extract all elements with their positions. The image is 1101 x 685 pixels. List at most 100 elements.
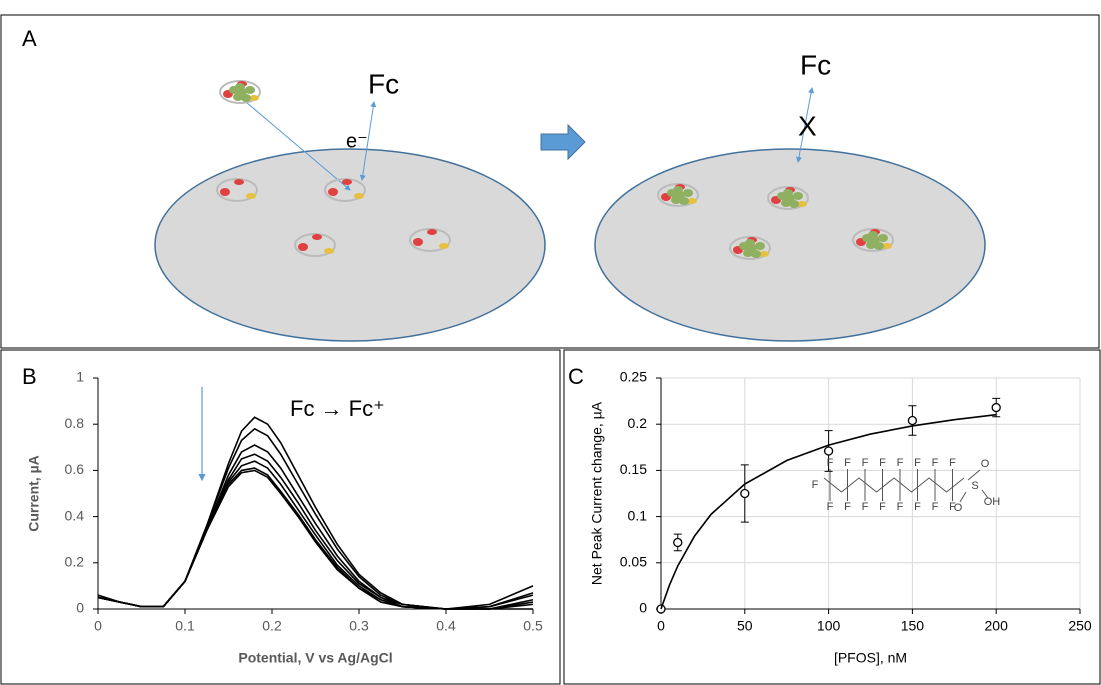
atom-label: F <box>827 501 834 513</box>
analyte <box>245 86 255 94</box>
analyte <box>789 200 799 208</box>
receptor-ring <box>852 228 894 252</box>
receptor-ring <box>767 186 809 210</box>
y-tick-label: 1 <box>76 369 84 385</box>
y-tick-label: 0.4 <box>65 507 85 523</box>
icons <box>216 80 894 260</box>
curve <box>97 444 534 610</box>
y-tick-label: 0 <box>76 600 84 616</box>
y-tick-label: 0.2 <box>65 554 85 570</box>
receptor-ring <box>657 183 699 207</box>
electrode <box>154 148 546 342</box>
atom-label: F <box>914 457 921 469</box>
process-arrow <box>540 123 586 161</box>
analyte <box>755 242 765 250</box>
data-point <box>907 415 918 426</box>
curve <box>97 427 534 610</box>
analyte <box>874 242 884 250</box>
receptor-red <box>328 188 338 196</box>
fc-label: Fc <box>368 68 399 99</box>
analyte <box>233 93 243 101</box>
analyte <box>241 94 251 102</box>
electrode <box>594 148 986 342</box>
receptor-yellow <box>246 193 256 199</box>
data-point <box>823 446 834 456</box>
x-tick-label: 200 <box>985 618 1009 634</box>
atom-label: F <box>812 479 819 491</box>
analyte <box>745 239 755 247</box>
bond <box>823 477 965 493</box>
data-point <box>740 488 750 499</box>
panel-a-frame <box>0 14 1100 349</box>
chart-title: Fc → Fc⁺ <box>290 396 385 421</box>
panel-label: C <box>568 364 584 389</box>
atom-label: O <box>954 502 963 514</box>
receptor-yellow <box>249 95 259 101</box>
analyte <box>781 199 791 207</box>
y-tick-label: 0.8 <box>65 415 85 431</box>
data-point <box>991 402 1001 413</box>
receptor-yellow <box>882 243 892 249</box>
curve <box>97 469 533 610</box>
atom-label: S <box>971 480 978 492</box>
analyte <box>751 250 761 258</box>
atom-label: F <box>844 501 851 513</box>
y-axis-label: Net Peak Current change, µA <box>589 401 605 585</box>
receptor-yellow <box>354 193 364 199</box>
analyte <box>878 234 888 242</box>
receptor-red <box>427 229 437 235</box>
y-tick-label: 0.05 <box>620 554 647 570</box>
atom-label: F <box>949 457 956 469</box>
atom-label: F <box>862 457 869 469</box>
x-tick-label: 0 <box>657 618 665 634</box>
fc-label: Fc <box>800 49 831 80</box>
x-tick-label: 50 <box>737 618 753 634</box>
atom-label: F <box>879 501 886 513</box>
atom-label: F <box>827 457 834 469</box>
receptor-yellow <box>687 198 697 204</box>
x-tick-label: 0 <box>94 618 102 634</box>
receptor-red <box>220 188 230 196</box>
x-tick-label: 0.2 <box>262 618 282 634</box>
receptor-red <box>312 234 322 240</box>
bond <box>959 469 989 503</box>
y-tick-label: 0.25 <box>620 369 647 385</box>
panel-label: A <box>22 26 37 51</box>
receptor-ring <box>729 236 771 260</box>
x-tick-label: 100 <box>817 618 841 634</box>
y-tick-label: 0.15 <box>620 461 647 477</box>
x-tick-label: 0.4 <box>436 618 456 634</box>
receptor-yellow <box>797 201 807 207</box>
x-tick-label: 0.5 <box>523 618 543 634</box>
receptor-yellow <box>759 251 769 257</box>
curve <box>97 467 534 610</box>
x-tick-label: 150 <box>901 618 925 634</box>
receptor-red <box>342 179 352 185</box>
x-axis-label: Potential, V vs Ag/AgCl <box>238 650 392 666</box>
receptor-ring <box>219 80 261 104</box>
atom-label: OH <box>984 496 1001 508</box>
blocked-label: X <box>798 110 817 141</box>
data-point <box>673 537 683 548</box>
atom-label: F <box>932 457 939 469</box>
atom-label: F <box>897 501 904 513</box>
atom-label: F <box>879 457 886 469</box>
panel-b-frame <box>0 349 561 685</box>
receptor-ring <box>409 228 451 252</box>
x-tick-label: 0.1 <box>175 618 195 634</box>
receptor-ring <box>324 178 366 202</box>
atom-label: F <box>862 501 869 513</box>
curve <box>97 453 534 610</box>
analyte <box>673 186 683 194</box>
atom-label: F <box>949 501 956 513</box>
y-tick-label: 0.2 <box>628 415 648 431</box>
arrow <box>795 87 815 163</box>
atom-label: O <box>981 458 990 470</box>
atom-label: F <box>897 457 904 469</box>
atom-label: F <box>914 501 921 513</box>
analyte <box>866 241 876 249</box>
y-tick-label: 0.6 <box>65 461 85 477</box>
receptor-yellow <box>439 243 449 249</box>
receptor-red <box>413 238 423 246</box>
receptor-ring <box>216 178 258 202</box>
